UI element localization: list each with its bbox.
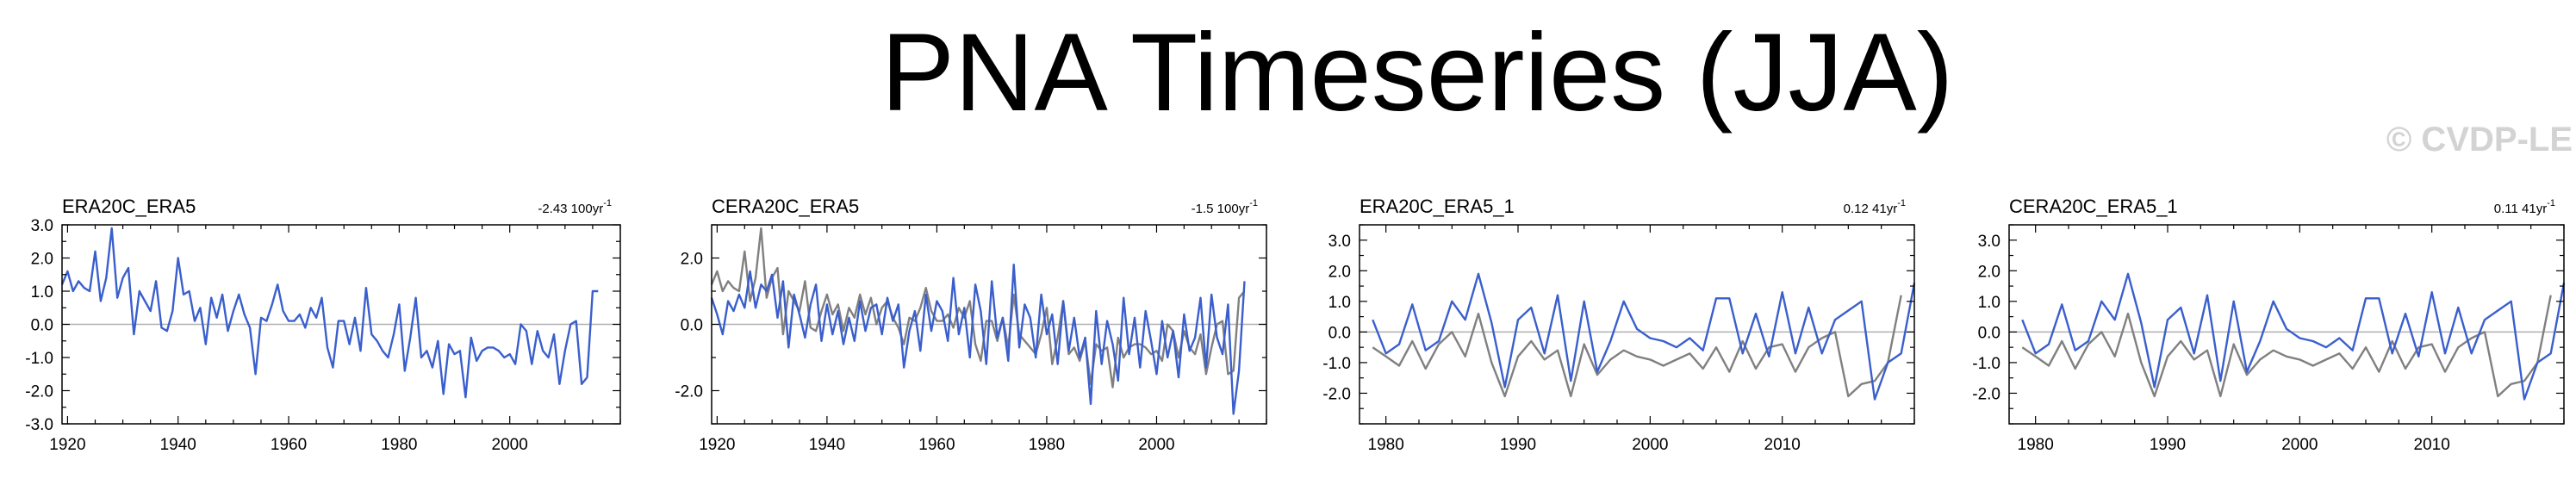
y-tick-label: -3.0	[25, 416, 53, 434]
y-tick-label: 0.0	[1978, 324, 2000, 342]
x-tick-label: 2000	[1138, 436, 1174, 454]
x-tick-label: 2000	[2281, 436, 2318, 454]
x-tick-label: 1980	[1368, 436, 1404, 454]
panel-title: CERA20C_ERA5_1	[2009, 196, 2178, 217]
x-tick-label: 2000	[492, 436, 528, 454]
plot-frame	[1359, 224, 1915, 425]
series-line-1	[1372, 295, 1902, 398]
trend-label: 0.12 41yr-1	[1844, 198, 1906, 216]
y-tick-label: -2.0	[25, 383, 53, 401]
y-tick-label: 1.0	[31, 283, 53, 302]
y-tick-label: 0.0	[681, 317, 703, 335]
y-tick-label: 1.0	[1328, 294, 1351, 312]
y-tick-label: 3.0	[31, 217, 53, 235]
series-line-2	[1372, 272, 1916, 401]
panel-title: CERA20C_ERA5	[712, 196, 859, 217]
series-line-1	[710, 227, 1246, 389]
series-line-1	[2021, 295, 2552, 398]
series-line-1	[60, 227, 599, 399]
y-tick-label: -1.0	[1322, 355, 1351, 373]
trend-label: -2.43 100yr-1	[538, 198, 612, 216]
x-tick-label: 1980	[2018, 436, 2054, 454]
x-tick-label: 1960	[918, 436, 955, 454]
x-tick-label: 2000	[1632, 436, 1668, 454]
trend-exponent: -1	[1249, 198, 1258, 208]
x-tick-label: 1980	[381, 436, 417, 454]
x-tick-label: 2010	[2414, 436, 2450, 454]
y-tick-label: 3.0	[1328, 233, 1351, 251]
x-tick-label: 1980	[1029, 436, 1065, 454]
y-tick-label: 2.0	[681, 251, 703, 269]
x-tick-label: 1920	[49, 436, 85, 454]
watermark-text: © CVDP-LE	[2386, 121, 2573, 159]
x-tick-label: 1920	[699, 436, 735, 454]
x-tick-label: 2010	[1764, 436, 1801, 454]
y-tick-label: 3.0	[1978, 233, 2000, 251]
chart-panel-2: CERA20C_ERA5 -1.5 100yr-1 2.0 0.0 -2.0 1920 19…	[675, 196, 1267, 454]
y-tick-label: -1.0	[1972, 355, 2000, 373]
y-tick-label: 0.0	[31, 317, 53, 335]
y-tick-label: 2.0	[1328, 263, 1351, 281]
y-tick-label: 0.0	[1328, 324, 1351, 342]
x-tick-label: 1990	[1500, 436, 1536, 454]
y-tick-label: 1.0	[1978, 294, 2000, 312]
x-tick-label: 1960	[271, 436, 307, 454]
trend-label: -1.5 100yr-1	[1192, 198, 1258, 216]
series-line-2	[710, 264, 1246, 415]
y-tick-label: -2.0	[1972, 385, 2000, 403]
panel-title: ERA20C_ERA5	[62, 196, 196, 217]
x-tick-label: 1940	[160, 436, 196, 454]
y-tick-label: 2.0	[31, 251, 53, 269]
x-tick-label: 1940	[809, 436, 845, 454]
chart-panel-1: ERA20C_ERA5 -2.43 100yr-1 3.0 2.0 1.0 0.0 -1.0…	[25, 196, 621, 454]
trend-exponent: -1	[2547, 198, 2555, 208]
trend-exponent: -1	[603, 198, 612, 208]
page-title: PNA Timeseries (JJA)	[880, 11, 1954, 134]
panel-title: ERA20C_ERA5_1	[1360, 196, 1515, 217]
chart-panel-3: ERA20C_ERA5_1 0.12 41yr-1 3.0 2.0 1.0 0.0 -1.0…	[1322, 196, 1916, 454]
trend-label: 0.11 41yr-1	[2494, 198, 2555, 216]
series-line-2	[2021, 272, 2566, 401]
y-tick-label: 2.0	[1978, 263, 2000, 281]
y-tick-label: -1.0	[25, 350, 53, 368]
plot-frame	[2008, 224, 2565, 425]
trend-exponent: -1	[1897, 198, 1906, 208]
y-tick-label: -2.0	[1322, 385, 1351, 403]
chart-panel-4: CERA20C_ERA5_1 0.11 41yr-1 3.0 2.0 1.0 0.0 -1.…	[1972, 196, 2566, 454]
y-tick-label: -2.0	[675, 383, 703, 401]
x-tick-label: 1990	[2150, 436, 2186, 454]
